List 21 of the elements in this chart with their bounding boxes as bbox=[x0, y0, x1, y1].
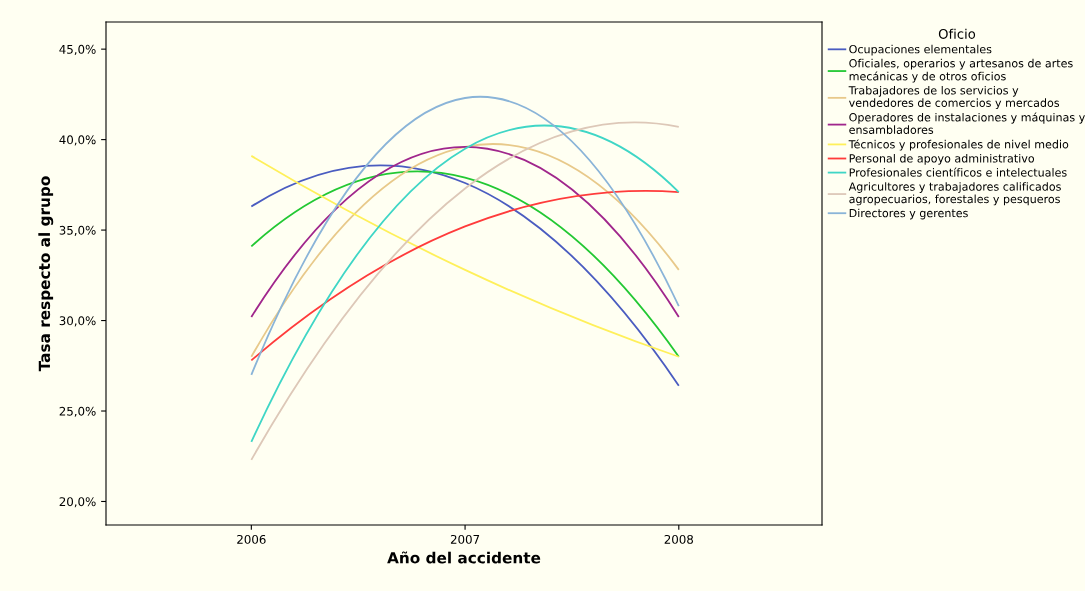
y-tick-label: 35,0% bbox=[59, 225, 96, 236]
legend-label: Personal de apoyo administrativo bbox=[849, 153, 1035, 165]
legend-label: Directores y gerentes bbox=[849, 208, 968, 220]
y-tick-label: 40,0% bbox=[59, 135, 96, 146]
x-axis-title: Año del accidente bbox=[387, 551, 541, 564]
y-tick-label: 20,0% bbox=[59, 497, 96, 508]
legend-title: Oficio bbox=[938, 28, 976, 39]
legend-label: Ocupaciones elementales bbox=[849, 44, 992, 56]
y-tick-label: 30,0% bbox=[59, 316, 96, 327]
legend-label: Operadores de instalaciones y máquinas y ensambladores bbox=[849, 112, 1085, 134]
y-axis-title: Tasa respecto al grupo bbox=[38, 176, 54, 372]
legend-label: Agricultores y trabajadores calificados agropecuarios, forestales y pesqueros bbox=[848, 182, 1061, 206]
x-tick-label: 2006 bbox=[237, 534, 266, 544]
x-tick-label: 2008 bbox=[664, 534, 694, 544]
y-tick-label: 25,0% bbox=[59, 406, 96, 417]
legend-label: Profesionales científicos e intelectuales bbox=[849, 167, 1067, 177]
legend-label: Oficiales, operarios y artesanos de artes mecánicas y de otros oficios bbox=[849, 58, 1073, 83]
legend-label: Trabajadores de los servicios y vendedores de comercios y mercados bbox=[848, 85, 1060, 110]
x-tick-label: 2007 bbox=[450, 534, 480, 544]
legend-label: Técnicos y profesionales de nivel medio bbox=[848, 139, 1069, 151]
y-tick-label: 45,0% bbox=[59, 44, 96, 55]
